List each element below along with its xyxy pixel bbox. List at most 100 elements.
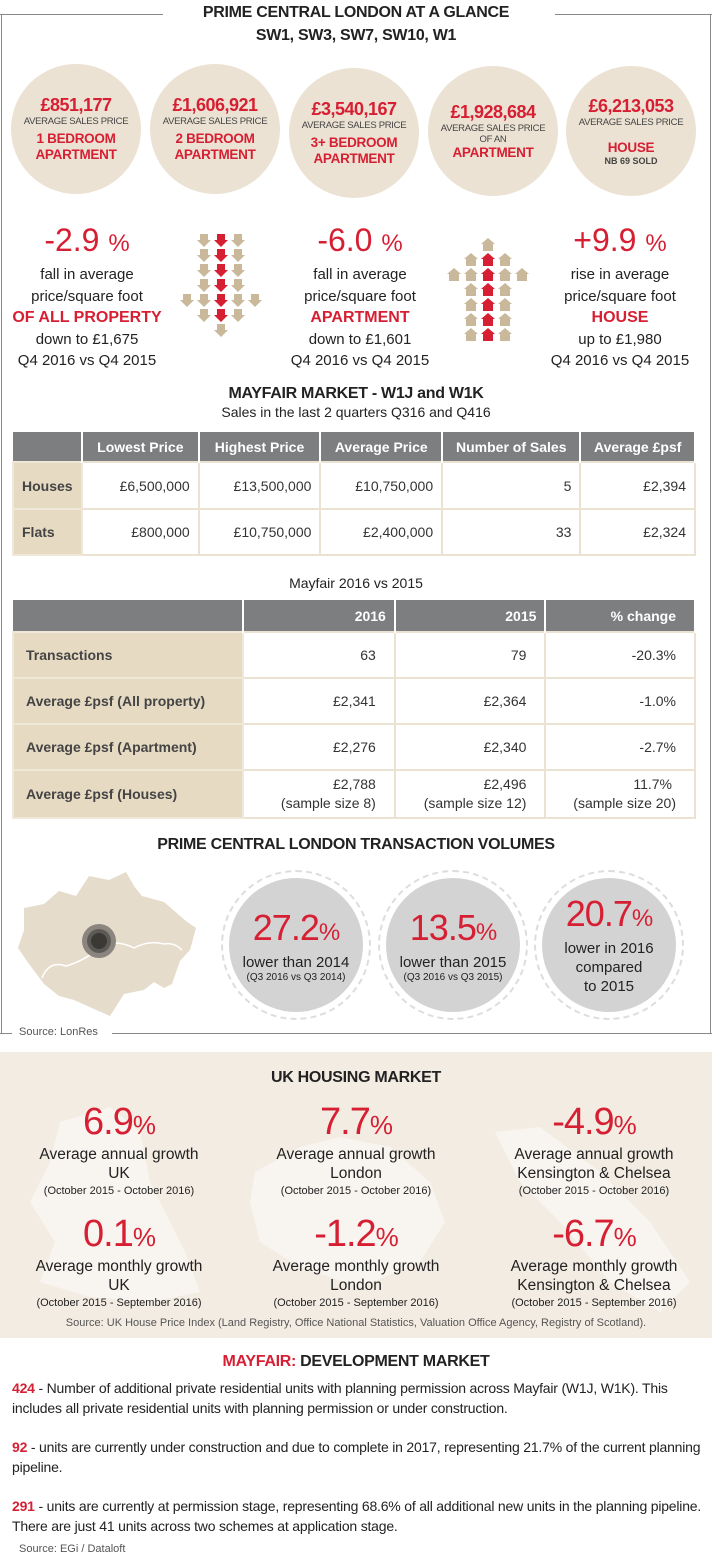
change-text: down to £1,675 [35,330,139,348]
up-arrows-icon [447,238,529,341]
change-unit: % [645,230,667,257]
change-emphasis: HOUSE [591,309,649,326]
background-maps-icon [30,1107,690,1312]
stat-label: Average annual growth [514,1146,674,1163]
property-type: 2 BEDROOM [175,131,255,146]
table-cell: 63 [242,631,396,679]
stat-value: 6.9 [83,1101,134,1143]
table-cell: 79 [393,631,547,679]
stat-label: Average annual growth [39,1146,199,1163]
sold-note: NB 69 SOLD [604,156,658,166]
up-arrow-icon [481,238,495,251]
change-text: price/square foot [31,287,143,305]
stat-label: Average monthly growth [510,1258,678,1275]
row-header: Average £psf (All property) [11,677,245,725]
down-arrow-icon [214,234,228,247]
table-cell: 5 [441,461,582,510]
volume-text: lower in 2016 [564,940,654,957]
property-type: APARTMENT [313,151,395,166]
price-label: OF AN [479,133,507,145]
stat-unit: % [613,1222,637,1252]
row-header: Average £psf (Houses) [11,769,245,819]
volume-period: (Q3 2016 vs Q3 2015) [403,971,503,983]
up-arrow-icon [515,268,529,281]
volume-text: to 2015 [583,978,635,995]
price-circle-2bed: £1,606,921 AVERAGE SALES PRICE 2 BEDROOM… [150,64,280,194]
stat-value: 7.7 [320,1101,371,1143]
down-arrow-icon [180,294,194,307]
down-arrow-icon [214,294,228,307]
uk-stat: -6.7% Average monthly growth Kensington … [475,1214,712,1311]
down-arrow-icon [214,249,228,262]
property-type: APARTMENT [174,147,256,162]
table-cell: £2,324 [579,508,696,556]
change-text: price/square foot [304,287,416,305]
london-map-icon [18,872,196,1016]
volume-value: 27.2 [252,906,320,948]
up-arrow-icon [481,328,495,341]
volume-value: 13.5 [409,906,477,948]
stat-value: -4.9 [552,1101,614,1143]
table-header-row: Lowest Price Highest Price Average Price… [13,432,696,462]
volumes-title: PRIME CENTRAL LONDON TRANSACTION VOLUMES [157,836,555,853]
table-row: Houses £6,500,000 £13,500,000 £10,750,00… [12,461,696,510]
stat-area: London [330,1277,382,1294]
up-arrow-icon [481,268,495,281]
table-cell: £2,788 (sample size 8) [242,769,396,819]
mayfair-title: MAYFAIR MARKET - W1J and W1K [228,385,484,402]
page-title: PRIME CENTRAL LONDON AT A GLANCE [202,4,510,21]
up-arrow-icon [464,283,478,296]
stat-period: (October 2015 - September 2016) [273,1297,439,1309]
table-cell: -2.7% [544,723,696,771]
frame-line [555,14,712,15]
table-header-row: 2016 2015 % change [13,600,696,632]
development-list: 424 - Number of additional private resid… [12,1378,702,1536]
row-header: Flats [12,508,83,556]
uk-title: UK HOUSING MARKET [270,1069,441,1086]
cell-value: £2,788 [333,776,376,792]
price-circle-house: £6,213,053 AVERAGE SALES PRICE HOUSE NB … [566,66,696,196]
table-cell: £2,340 [393,723,547,771]
development-item: 291 - units are currently at permission … [12,1496,702,1536]
stat-unit: % [132,1222,156,1252]
stat-value: 0.1 [83,1213,134,1255]
property-type: 3+ BEDROOM [310,135,398,150]
table-cell: £2,276 [242,723,396,771]
cell-value: £2,496 [483,776,527,792]
title-highlight: MAYFAIR: [222,1353,297,1370]
item-number: 92 [12,1439,28,1455]
row-header: Transactions [11,631,245,679]
stat-label: Average monthly growth [272,1258,440,1275]
table-cell: £10,750,000 [319,461,444,510]
change-text: price/square foot [564,287,676,305]
down-arrow-icon [214,264,228,277]
table-cell: 11.7% (sample size 20) [544,769,696,819]
cell-note: (sample size 20) [573,795,676,811]
up-arrow-icon [464,298,478,311]
up-arrow-icon [498,283,512,296]
volume-circle-2016: 20.7% lower in 2016 compared to 2015 [534,870,684,1020]
row-header: Houses [12,461,83,510]
down-arrow-icon [231,249,245,262]
mayfair-sales-table: Lowest Price Highest Price Average Price… [12,432,696,556]
up-arrow-icon [481,298,495,311]
up-arrow-icon [498,328,512,341]
column-header: 2016 [243,600,396,632]
up-arrow-icon [464,313,478,326]
property-type: APARTMENT [35,147,117,162]
change-text: fall in average [40,266,134,283]
up-arrow-icon [481,253,495,266]
table-row: Flats £800,000 £10,750,000 £2,400,000 33… [12,508,696,556]
change-value: +9.9 [573,222,637,258]
item-number: 291 [12,1498,35,1514]
frame-line [112,1033,712,1034]
table-row: Average £psf (All property) £2,341 £2,36… [11,677,696,725]
table-row: Transactions 63 79 -20.3% [11,631,696,679]
column-header [13,600,245,632]
up-arrow-icon [498,313,512,326]
table-cell: £2,496 (sample size 12) [393,769,547,819]
stat-value: -1.2 [314,1213,376,1255]
up-arrow-icon [464,328,478,341]
volume-unit: % [318,918,340,946]
row-header: Average £psf (Apartment) [11,723,245,771]
